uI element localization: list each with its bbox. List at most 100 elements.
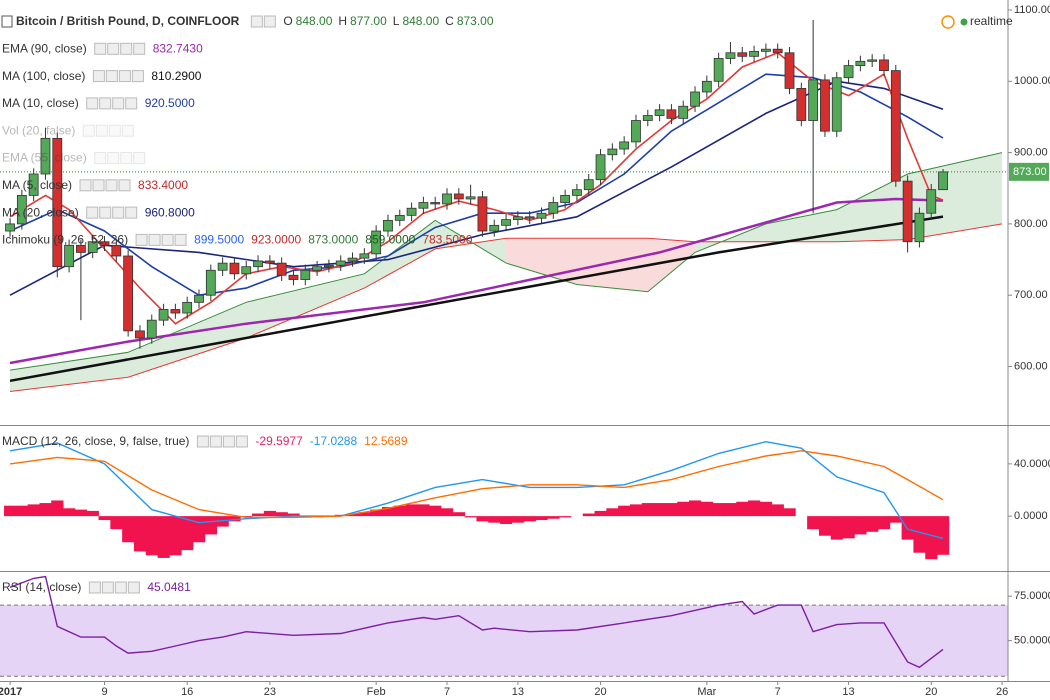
- candle-body: [359, 253, 370, 259]
- histogram-bar: [759, 501, 773, 517]
- legend-button[interactable]: [174, 233, 187, 246]
- legend-button[interactable]: [118, 70, 131, 83]
- legend-name: EMA (90, close): [2, 41, 87, 55]
- legend-button[interactable]: [125, 206, 138, 219]
- legend-button[interactable]: [108, 124, 121, 137]
- candle-body: [87, 241, 98, 253]
- candle-body: [477, 196, 488, 232]
- histogram-bar: [488, 516, 501, 523]
- candle-body: [737, 52, 748, 57]
- legend-button[interactable]: [127, 581, 140, 594]
- panel: [0, 575, 1008, 677]
- legend-button[interactable]: [99, 206, 112, 219]
- legend-button[interactable]: [125, 97, 138, 110]
- legend-button[interactable]: [94, 42, 107, 55]
- ohlc-value: 877.00: [350, 14, 387, 28]
- cloud-span: [9, 152, 1003, 371]
- histogram-bar: [381, 506, 395, 517]
- legend-name: MA (20, close): [2, 205, 79, 219]
- candle-body: [394, 214, 405, 221]
- legend-button[interactable]: [120, 152, 133, 164]
- candle-body: [182, 301, 193, 314]
- legend-button[interactable]: [112, 206, 125, 219]
- cloud-segment: [246, 273, 365, 338]
- legend-button[interactable]: [88, 581, 101, 594]
- y-tick-label: 40.0000: [1014, 458, 1050, 470]
- warning-icon[interactable]: [941, 15, 955, 29]
- candle-body: [796, 88, 807, 121]
- legend-button[interactable]: [101, 581, 114, 594]
- legend-button[interactable]: [196, 435, 209, 448]
- legend-button[interactable]: [112, 97, 125, 110]
- legend-button[interactable]: [250, 15, 263, 28]
- legend-button[interactable]: [133, 42, 146, 55]
- histogram-bar: [98, 516, 111, 521]
- histogram-bar: [193, 516, 206, 543]
- x-tick-label: 20: [594, 686, 606, 698]
- legend-button[interactable]: [86, 97, 99, 110]
- symbol-icon: [1, 15, 13, 28]
- candle-body: [666, 109, 677, 119]
- candle-body: [52, 137, 63, 268]
- legend-button[interactable]: [107, 152, 120, 164]
- legend-button[interactable]: [92, 70, 105, 83]
- legend-button[interactable]: [131, 70, 144, 83]
- candle-body: [560, 194, 571, 203]
- legend-button[interactable]: [263, 15, 276, 28]
- candle-body: [855, 60, 866, 67]
- histogram-bar: [228, 516, 241, 522]
- y-tick-label: 800.00: [1014, 218, 1048, 230]
- legend-value: 923.0000: [251, 233, 301, 247]
- legend-button[interactable]: [107, 42, 120, 55]
- histogram-bar: [417, 504, 430, 517]
- histogram-bar: [689, 500, 702, 517]
- legend-button[interactable]: [86, 206, 99, 219]
- candle-body: [347, 257, 358, 262]
- candle-body: [512, 216, 523, 221]
- legend-button[interactable]: [135, 233, 148, 246]
- x-tick-label: 26: [996, 686, 1008, 698]
- legend-button[interactable]: [95, 124, 108, 137]
- legend-button[interactable]: [148, 233, 161, 246]
- legend-button[interactable]: [161, 233, 174, 246]
- candle-body: [760, 48, 771, 52]
- legend-button[interactable]: [79, 179, 92, 192]
- histogram-bar: [275, 512, 288, 517]
- ohlc-key: C: [445, 14, 454, 28]
- legend-button[interactable]: [118, 179, 131, 192]
- histogram-bar: [358, 512, 371, 517]
- ohlc-value: 873.00: [457, 14, 494, 28]
- legend-button[interactable]: [235, 435, 248, 448]
- histogram-bar: [145, 516, 158, 556]
- histogram-bar: [736, 501, 749, 517]
- legend-button[interactable]: [105, 179, 118, 192]
- legend-button[interactable]: [121, 124, 134, 137]
- candle-body: [16, 194, 27, 225]
- legend-button[interactable]: [120, 42, 133, 55]
- candle-body: [170, 309, 181, 314]
- histogram-bar: [842, 516, 855, 539]
- histogram-bar: [618, 505, 631, 517]
- candle-body: [123, 255, 134, 332]
- legend-button[interactable]: [92, 179, 105, 192]
- legend-button[interactable]: [82, 124, 95, 137]
- histogram-bar: [523, 516, 536, 522]
- legend-button[interactable]: [222, 435, 235, 448]
- legend: Bitcoin / British Pound, D, COINFLOOR re…: [1, 14, 1013, 594]
- legend-name: RSI (14, close): [2, 580, 81, 594]
- symbol-title: Bitcoin / British Pound, D, COINFLOOR: [16, 14, 240, 28]
- histogram-bar: [74, 509, 88, 517]
- histogram-bar: [204, 516, 218, 535]
- legend-button[interactable]: [133, 152, 146, 164]
- legend-button[interactable]: [114, 581, 127, 594]
- legend-button[interactable]: [99, 97, 112, 110]
- legend-value: 899.5000: [194, 233, 244, 247]
- legend-button[interactable]: [94, 152, 107, 164]
- legend-button[interactable]: [105, 70, 118, 83]
- histogram-bar: [700, 501, 714, 517]
- legend-button[interactable]: [209, 435, 222, 448]
- x-tick-label: 13: [512, 686, 524, 698]
- candle-body: [902, 180, 913, 243]
- candle-body: [524, 216, 535, 219]
